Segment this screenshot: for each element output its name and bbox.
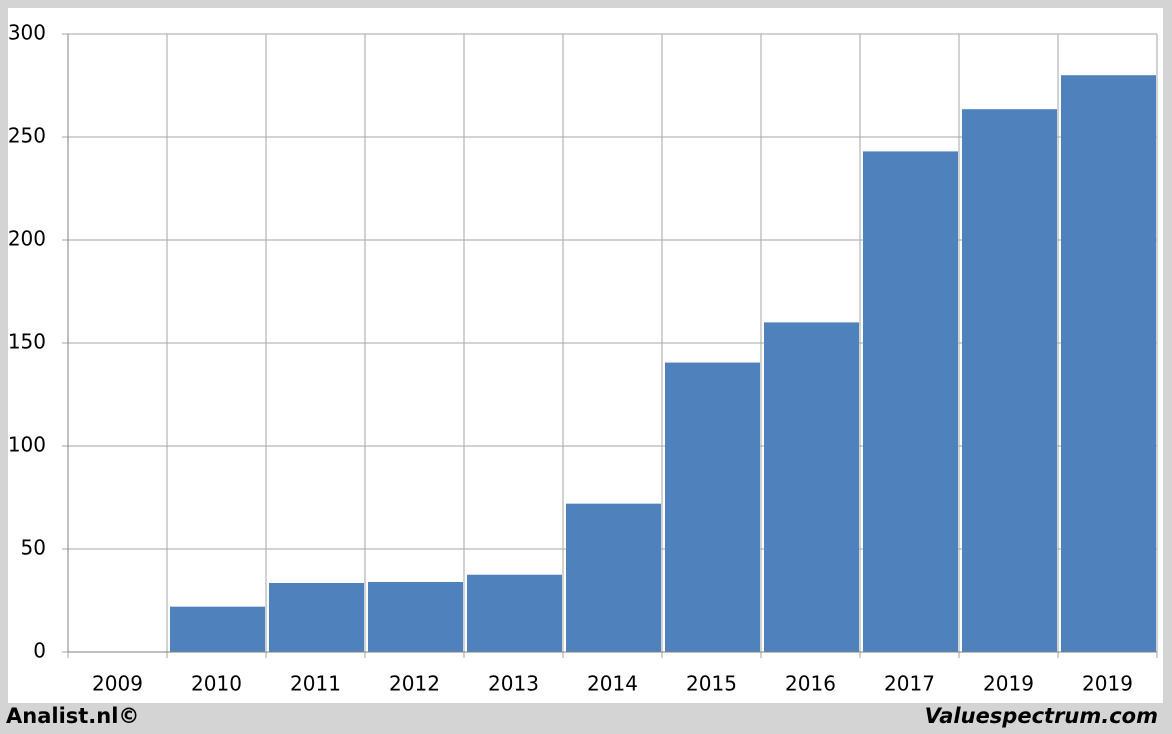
bar [368,581,463,652]
x-tick-label: 2010 [191,672,242,696]
bar [764,322,859,652]
x-tick-label: 2019 [983,672,1034,696]
x-tick-label: 2016 [785,672,836,696]
x-tick-label: 2013 [488,672,539,696]
x-tick-label: 2015 [686,672,737,696]
bar [863,151,958,653]
bar [467,574,562,652]
bar [1061,75,1156,652]
y-tick-label: 200 [8,227,46,251]
bar [665,362,760,652]
y-tick-label: 100 [8,433,46,457]
x-tick-label: 2017 [884,672,935,696]
y-tick-label: 50 [21,536,46,560]
x-tick-label: 2019 [1082,672,1133,696]
footer-left: Analist.nl© [6,704,139,728]
y-tick-label: 0 [33,639,46,663]
y-tick-label: 300 [8,21,46,45]
x-tick-label: 2011 [290,672,341,696]
x-tick-label: 2014 [587,672,638,696]
y-tick-label: 150 [8,330,46,354]
bar [170,606,265,652]
footer-right: Valuespectrum.com [925,704,1158,728]
x-tick-label: 2012 [389,672,440,696]
bar [269,582,364,652]
bar [962,109,1057,652]
x-tick-label: 2009 [92,672,143,696]
y-tick-label: 250 [8,124,46,148]
bar [566,503,661,652]
